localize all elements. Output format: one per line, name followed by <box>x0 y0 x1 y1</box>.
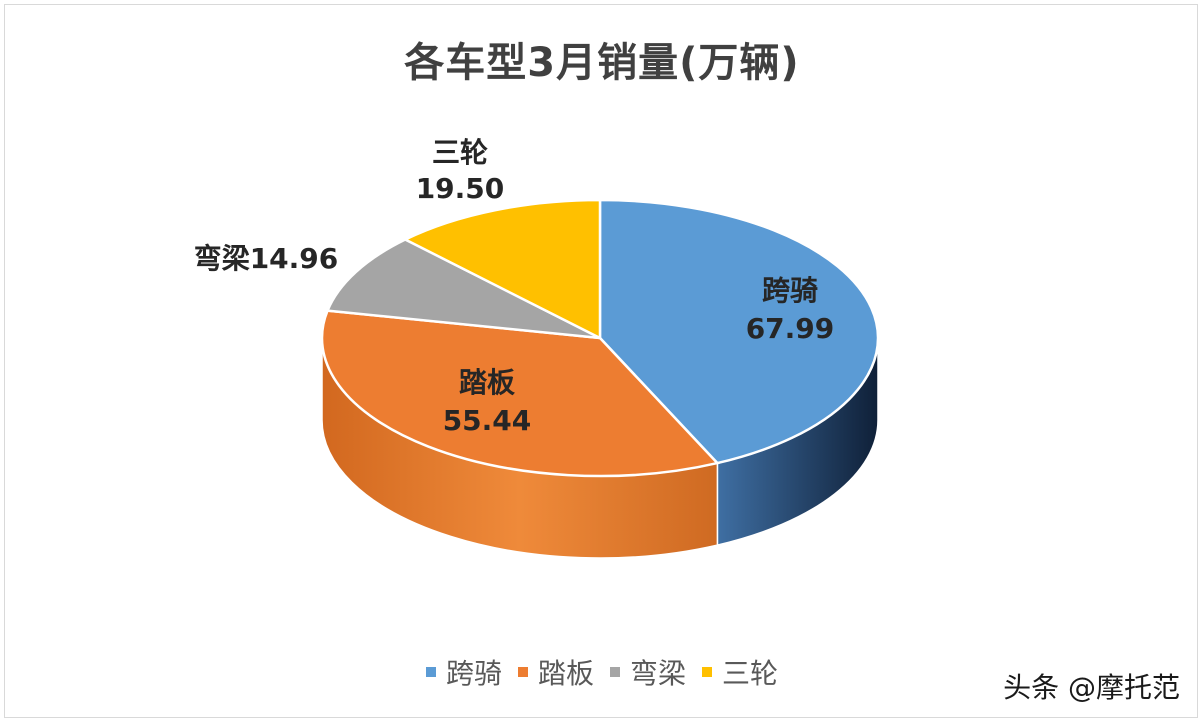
data-label-category-0: 跨骑 <box>762 274 818 307</box>
data-label-value-3: 19.50 <box>416 172 505 205</box>
legend-label: 跨骑 <box>445 657 502 690</box>
data-label-2: 弯梁14.96 <box>194 242 339 275</box>
watermark: 头条 @摩托范 <box>1003 671 1180 704</box>
legend-label: 三轮 <box>722 657 779 690</box>
legend-label: 踏板 <box>537 657 594 690</box>
pie-slice-3 <box>402 198 602 341</box>
legend-swatch <box>702 667 713 677</box>
chart-title: 各车型3月销量(万辆) <box>404 40 800 86</box>
data-label-category-1: 踏板 <box>459 366 515 399</box>
legend-swatch <box>610 667 620 677</box>
legend-swatch <box>425 667 436 677</box>
data-label-value-1: 55.44 <box>443 404 532 437</box>
legend-item-1: 踏板 <box>517 652 594 692</box>
legend-item-2: 弯梁 <box>610 652 686 692</box>
pie-slice-1 <box>320 309 720 478</box>
legend-item-0: 跨骑 <box>425 652 502 692</box>
data-label-value-0: 67.99 <box>746 312 835 345</box>
legend-label: 弯梁 <box>630 657 687 690</box>
legend: 跨骑 踏板 弯梁 三轮 <box>0 652 1204 692</box>
pie-slice-2 <box>325 238 601 340</box>
pie-slice-0 <box>598 198 880 465</box>
data-label-category-3: 三轮 <box>432 136 488 169</box>
legend-item-3: 三轮 <box>702 652 778 692</box>
legend-swatch <box>517 667 528 677</box>
pie-tops <box>320 198 880 478</box>
